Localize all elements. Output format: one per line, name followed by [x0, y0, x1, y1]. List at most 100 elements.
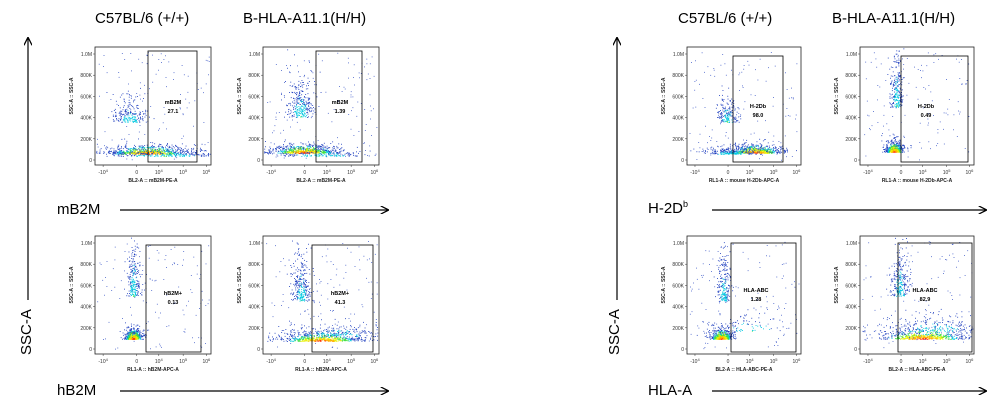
event-dot — [298, 89, 300, 90]
event-dot — [182, 155, 184, 157]
event-dot — [297, 114, 299, 116]
event-dot — [296, 146, 297, 148]
event-dot — [302, 108, 304, 110]
event-dot — [307, 150, 309, 152]
event-dot — [356, 329, 357, 331]
event-dot — [155, 150, 157, 152]
event-dot — [326, 145, 328, 147]
event-dot — [137, 151, 139, 152]
event-dot — [121, 53, 123, 54]
y-tick-label: 1.0M — [673, 52, 684, 58]
event-dot — [179, 155, 181, 157]
event-dot — [320, 148, 321, 150]
event-dot — [304, 284, 306, 286]
event-dot — [295, 152, 297, 154]
event-dot — [120, 337, 122, 339]
event-dot — [131, 237, 132, 239]
event-dot — [292, 115, 294, 116]
event-dot — [333, 334, 335, 336]
event-dot — [130, 333, 132, 334]
event-dot — [324, 335, 326, 337]
event-dot — [126, 336, 128, 337]
event-dot — [300, 152, 302, 154]
event-dot — [305, 151, 307, 153]
event-dot — [166, 148, 168, 150]
event-dot — [130, 290, 132, 292]
event-dot — [358, 246, 360, 248]
event-dot — [356, 335, 357, 337]
event-dot — [139, 285, 140, 287]
event-dot — [132, 284, 134, 286]
event-dot — [336, 145, 338, 147]
event-dot — [350, 333, 352, 334]
event-dot — [109, 153, 111, 154]
event-dot — [173, 72, 175, 74]
event-dot — [343, 339, 345, 341]
event-dot — [136, 332, 138, 333]
event-dot — [341, 143, 342, 145]
event-dot — [139, 332, 140, 334]
event-dot — [295, 117, 297, 118]
event-dot — [159, 143, 160, 145]
event-dot — [296, 106, 298, 108]
event-dot — [278, 151, 280, 152]
y-axis-title: SSC-A :: SSC-A — [237, 77, 243, 114]
event-dot — [127, 121, 128, 123]
event-dot — [140, 336, 142, 338]
event-dot — [336, 340, 338, 342]
event-dot — [175, 146, 177, 147]
event-dot — [133, 281, 135, 282]
event-dot — [272, 336, 273, 338]
event-dot — [289, 71, 290, 73]
event-dot — [296, 284, 298, 286]
event-dot — [356, 155, 358, 157]
event-dot — [313, 147, 315, 149]
event-dot — [333, 330, 335, 332]
event-dot — [357, 339, 359, 341]
event-dot — [150, 151, 152, 153]
event-dot — [137, 115, 138, 117]
event-dot — [289, 149, 291, 151]
event-dot — [302, 292, 304, 293]
event-dot — [296, 296, 298, 297]
event-dot — [319, 150, 321, 152]
event-dot — [135, 335, 137, 337]
event-dot — [303, 114, 305, 116]
event-dot — [299, 300, 301, 302]
event-dot — [367, 155, 368, 156]
event-dot — [112, 114, 114, 116]
event-dot — [134, 149, 136, 151]
event-dot — [278, 145, 280, 147]
event-dot — [287, 333, 289, 335]
event-dot — [327, 331, 329, 333]
event-dot — [106, 92, 108, 93]
event-dot — [133, 289, 135, 291]
event-dot — [162, 148, 164, 150]
event-dot — [364, 337, 366, 338]
event-dot — [322, 335, 324, 337]
event-dot — [751, 148, 753, 150]
event-dot — [309, 148, 311, 150]
event-dot — [347, 338, 349, 340]
event-dot — [316, 154, 318, 156]
event-dot — [164, 150, 166, 151]
event-dot — [333, 286, 335, 288]
event-dot — [302, 332, 304, 333]
event-dot — [131, 332, 133, 334]
event-dot — [300, 150, 302, 152]
event-dot — [285, 153, 287, 155]
event-dot — [112, 152, 114, 153]
event-dot — [139, 118, 141, 120]
event-dot — [358, 72, 360, 74]
event-dot — [146, 154, 147, 156]
event-dot — [177, 149, 179, 151]
event-dot — [125, 329, 127, 331]
event-dot — [331, 340, 333, 342]
event-dot — [286, 149, 288, 151]
event-dot — [321, 154, 323, 156]
event-dot — [123, 117, 125, 119]
event-dot — [275, 148, 277, 149]
event-dot — [761, 152, 763, 154]
event-dot — [304, 334, 306, 336]
event-dot — [302, 297, 304, 299]
